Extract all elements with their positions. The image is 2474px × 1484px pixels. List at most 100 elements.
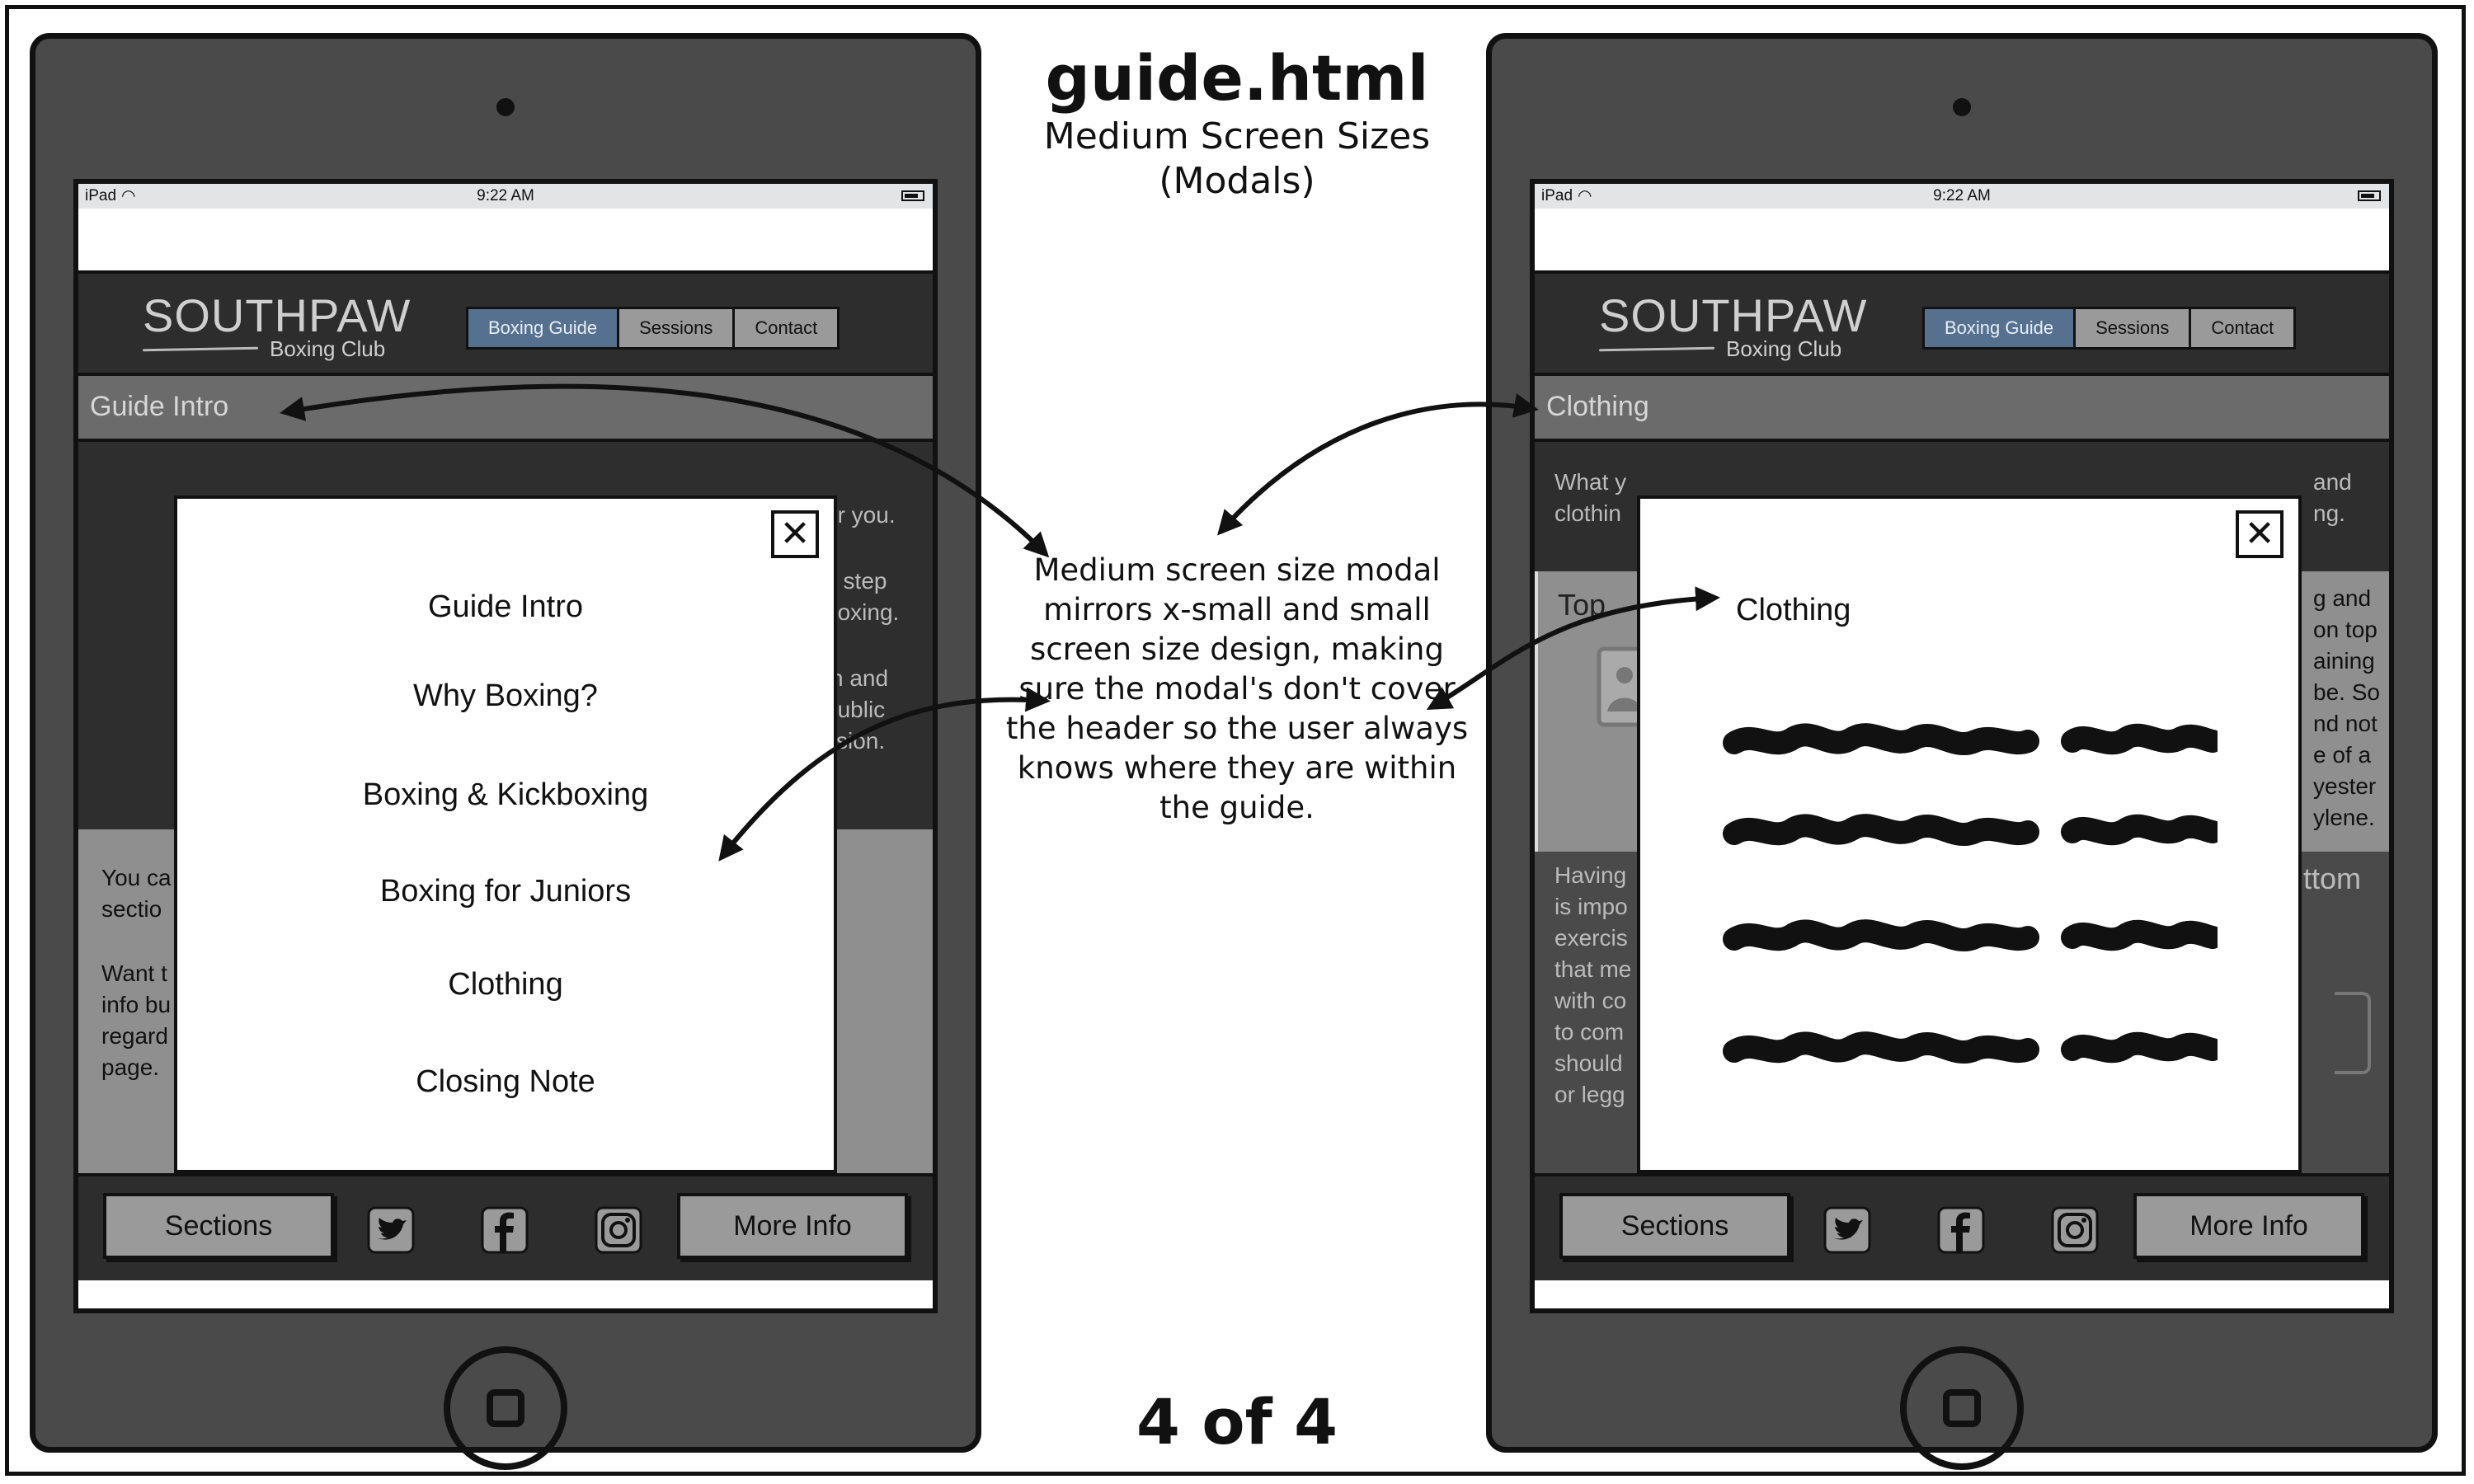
sections-button[interactable]: Sections [103,1193,334,1259]
camera-dot [1953,98,1971,116]
tablet-screen: iPad ◠ 9:22 AM SOUTHPAW Boxing Club Boxi… [73,179,938,1313]
card-title: ttom [2303,862,2362,895]
nav-contact[interactable]: Contact [735,309,838,347]
logo-tagline: Boxing Club [270,336,386,361]
battery-icon [901,190,924,201]
site-header: SOUTHPAW Boxing Club Boxing Guide Sessio… [1535,270,2389,376]
bg-text: e of a [2313,742,2372,768]
bg-text: aining [2313,648,2375,674]
bg-text: be. So [2313,679,2380,705]
wifi-icon: ◠ [121,187,136,205]
bg-text: with co [1554,988,1627,1013]
page-title: guide.html [1045,41,1429,115]
close-icon[interactable]: ✕ [2236,510,2284,558]
bg-text: yester [2313,773,2377,799]
logo-name[interactable]: SOUTHPAW [143,289,412,341]
bg-text: regard [101,1023,168,1049]
more-info-button[interactable]: More Info [677,1193,908,1259]
page-counter: 4 of 4 [1136,1385,1338,1458]
bg-text: info bu [101,992,172,1017]
nav-sessions[interactable]: Sessions [2076,309,2192,347]
section-title: Clothing [1546,391,1649,422]
nav-boxing-guide[interactable]: Boxing Guide [468,309,620,347]
home-button[interactable] [444,1346,567,1470]
bg-text: nd not [2313,711,2378,736]
battery-icon [2358,190,2381,201]
bg-text: clothin [1554,500,1621,526]
bg-text: sectio [101,896,162,922]
wifi-icon: ◠ [1578,187,1592,205]
logo-underline [1598,346,1715,352]
nav-contact[interactable]: Contact [2191,309,2294,347]
bg-text: What y [1554,469,1627,495]
home-button[interactable] [1900,1346,2024,1470]
modal-heading: Clothing [1736,593,1851,627]
bg-text: n and [830,665,889,691]
modal-item-clothing[interactable]: Clothing [448,967,563,1002]
bg-text: or legg [1554,1082,1625,1107]
nav-boxing-guide[interactable]: Boxing Guide [1925,309,2077,347]
section-title-bar: Clothing [1535,376,2389,442]
modal-item-boxing-juniors[interactable]: Boxing for Juniors [379,874,632,909]
close-icon[interactable]: ✕ [771,510,819,558]
annotation-note: Medium screen size modal mirrors x-small… [1005,552,1469,825]
bg-text: exercis [1554,925,1628,951]
main-nav: Boxing Guide Sessions Contact [1922,307,2297,350]
card-title: Top [1558,588,1606,622]
bg-text: You ca [101,865,172,890]
instagram-icon[interactable] [2051,1206,2099,1254]
instagram-icon[interactable] [595,1206,642,1254]
site-footer: Sections More Info [78,1173,933,1280]
tablet-left: iPad ◠ 9:22 AM SOUTHPAW Boxing Club Boxi… [30,33,981,1470]
page-subtitle-note: (Modals) [1159,160,1315,202]
camera-dot [496,98,515,116]
carrier-label: iPad [85,187,117,204]
bg-text: ylene. [2313,805,2375,830]
tablet-screen: iPad ◠ 9:22 AM SOUTHPAW Boxing Club Boxi… [1530,179,2394,1313]
sections-modal: ✕ Guide Intro Why Boxing? Boxing & Kickb… [174,495,837,1173]
facebook-icon[interactable] [1937,1206,1985,1254]
bg-text: t step [830,568,887,594]
tablet-right: iPad ◠ 9:22 AM SOUTHPAW Boxing Club Boxi… [1486,33,2438,1470]
bg-text: g and [2313,585,2372,611]
twitter-icon[interactable] [1823,1206,1871,1254]
logo-name[interactable]: SOUTHPAW [1599,289,1868,341]
sections-button[interactable]: Sections [1559,1193,1790,1259]
modal-item-guide-intro[interactable]: Guide Intro [428,589,583,624]
site-header: SOUTHPAW Boxing Club Boxing Guide Sessio… [78,270,933,376]
modal-item-boxing-kickboxing[interactable]: Boxing & Kickboxing [362,777,649,812]
bg-text: on top [2313,617,2378,642]
logo-underline [142,346,259,352]
facebook-icon[interactable] [481,1206,529,1254]
placeholder-text-scribbles [1723,723,2218,1064]
status-bar: iPad ◠ 9:22 AM [78,184,933,209]
carrier-label: iPad [1541,187,1573,204]
image-placeholder-edge [2335,992,2371,1074]
site-footer: Sections More Info [1535,1173,2389,1280]
page-subtitle: Medium Screen Sizes [1043,115,1431,157]
bg-text: to com [1554,1019,1625,1045]
bg-text: Want t [101,960,167,986]
bg-text: Having [1554,862,1627,888]
nav-sessions[interactable]: Sessions [619,309,736,347]
logo-tagline: Boxing Club [1726,336,1842,361]
twitter-icon[interactable] [367,1206,415,1254]
bg-text: that me [1554,956,1632,982]
section-title: Guide Intro [90,391,229,422]
bg-text: boxing. [825,599,900,625]
bg-text: page. [101,1054,160,1080]
status-time: 9:22 AM [477,187,534,204]
main-nav: Boxing Guide Sessions Contact [466,307,840,350]
bg-text: ng. [2313,500,2345,526]
modal-item-why-boxing[interactable]: Why Boxing? [413,679,598,713]
clothing-modal: ✕ Clothing [1637,495,2302,1173]
modal-item-closing-note[interactable]: Closing Note [416,1064,595,1099]
page-border [5,5,2466,1476]
bg-text: should [1554,1050,1623,1076]
status-bar: iPad ◠ 9:22 AM [1535,184,2389,209]
section-title-bar: Guide Intro [78,376,933,442]
more-info-button[interactable]: More Info [2133,1193,2364,1259]
bg-text: is impo [1554,894,1628,919]
status-time: 9:22 AM [1933,187,1991,204]
